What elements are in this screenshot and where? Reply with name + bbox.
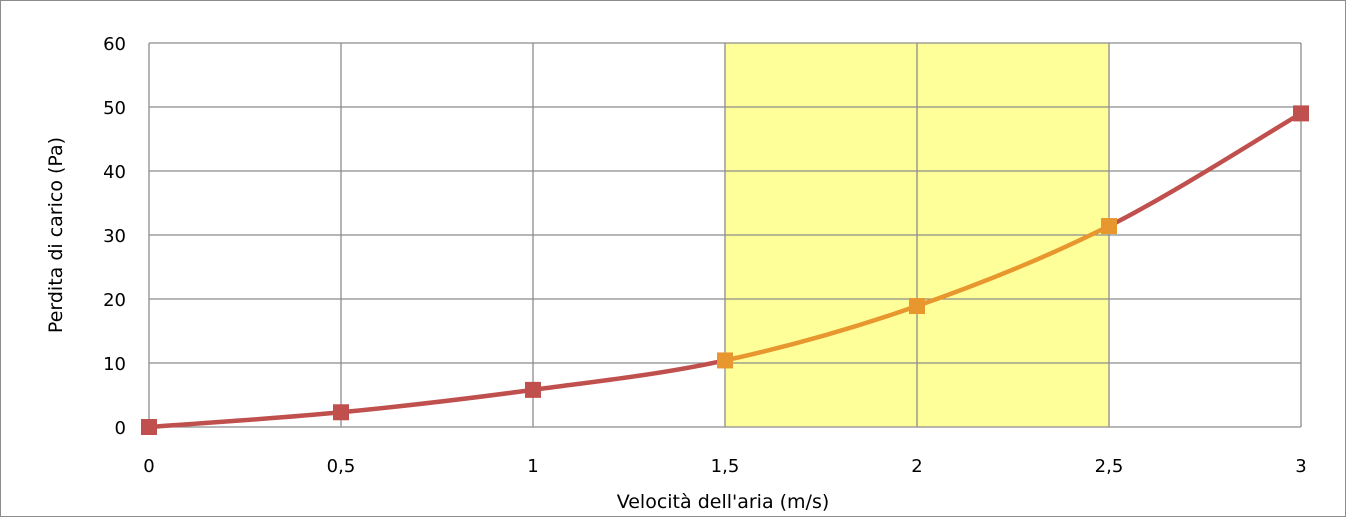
y-tick-labels: 0 10 20 30 40 50 60 <box>103 34 126 439</box>
data-point-marker <box>909 298 925 315</box>
data-point-marker <box>141 419 157 435</box>
x-axis-title: Velocità dell'aria (m/s) <box>617 491 830 513</box>
x-tick-label: 1,5 <box>711 456 740 477</box>
x-tick-label: 2 <box>911 456 922 477</box>
x-tick-labels: 0 0,5 1 1,5 2 2,5 3 <box>143 456 1306 477</box>
x-tick-label: 3 <box>1295 456 1306 477</box>
y-tick-label: 60 <box>103 34 126 55</box>
series-line-segment <box>338 387 536 415</box>
y-tick-label: 30 <box>103 226 126 247</box>
y-axis-title: Perdita di carico (Pa) <box>45 137 67 333</box>
series-markers <box>141 105 1309 435</box>
y-tick-label: 20 <box>103 290 126 311</box>
data-point-marker <box>717 352 733 369</box>
x-tick-label: 2,5 <box>1095 456 1124 477</box>
series-line-segment <box>914 223 1112 309</box>
data-point-marker <box>525 381 541 398</box>
data-point-marker <box>333 404 349 421</box>
y-tick-label: 0 <box>115 418 126 439</box>
x-tick-label: 0 <box>143 456 154 477</box>
series-line-segment <box>1106 111 1304 229</box>
data-point-marker <box>1293 105 1309 122</box>
series-line-segment <box>722 303 920 363</box>
x-tick-label: 1 <box>527 456 538 477</box>
x-tick-label: 0,5 <box>327 456 356 477</box>
series-lines <box>146 111 1304 430</box>
grid-lines <box>148 42 1302 428</box>
data-point-marker <box>1101 218 1117 235</box>
y-tick-label: 50 <box>103 98 126 119</box>
series-line-segment <box>530 358 728 393</box>
series-line-segment <box>146 410 344 430</box>
y-tick-label: 40 <box>103 162 126 183</box>
y-tick-label: 10 <box>103 354 126 375</box>
